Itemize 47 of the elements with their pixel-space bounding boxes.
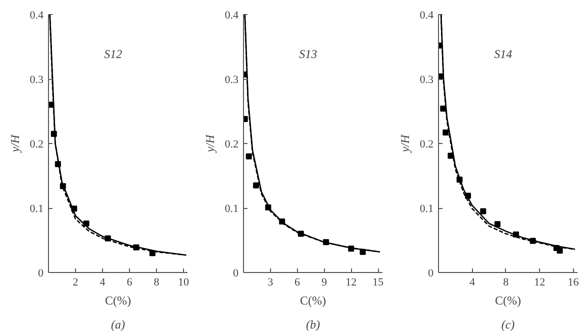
y-axis-title: y/H <box>202 134 217 154</box>
point <box>480 208 486 214</box>
y-tick-label: 0.1 <box>224 203 238 215</box>
x-tick-label: 6 <box>126 276 133 288</box>
x-axis-title: C(%) <box>300 294 326 308</box>
y-tick-label: 0 <box>38 268 44 280</box>
text: S14 <box>494 46 512 61</box>
y-tick-label: 0.3 <box>420 74 434 86</box>
point <box>556 248 563 254</box>
x-tick-label: 15 <box>372 276 384 288</box>
text: (b) <box>306 318 320 332</box>
y-tick-label: 0.2 <box>224 138 238 150</box>
x-tick-label: 4 <box>469 276 476 288</box>
y-tick-label: 0.4 <box>224 10 239 22</box>
y-tick-label: 0.4 <box>30 10 44 22</box>
x-tick-label: 2 <box>72 276 78 288</box>
x-tick-label: 6 <box>294 276 301 288</box>
text: S13 <box>299 46 318 61</box>
x-tick-label: 10 <box>178 276 190 288</box>
text: (c) <box>501 318 515 332</box>
y-tick-label: 0 <box>233 268 239 280</box>
y-tick-label: 0.2 <box>420 138 434 150</box>
x-axis-title: C(%) <box>105 294 132 308</box>
point <box>494 221 500 228</box>
point <box>253 182 260 188</box>
y-tick-label: 0 <box>428 268 434 280</box>
x-tick-label: 8 <box>503 276 510 288</box>
x-tick-label: 8 <box>154 276 160 288</box>
point <box>246 153 252 160</box>
y-tick-label: 0.3 <box>30 74 44 86</box>
x-tick-label: 9 <box>321 276 328 288</box>
point <box>442 130 449 136</box>
x-tick-label: 16 <box>568 276 580 288</box>
y-axis-title: y/H <box>398 134 412 154</box>
y-tick-label: 0.2 <box>30 138 44 150</box>
x-tick-label: 4 <box>100 276 106 288</box>
y-tick-label: 0.3 <box>224 74 239 86</box>
x-tick-label: 12 <box>534 276 546 288</box>
y-tick-label: 0.1 <box>420 203 434 215</box>
y-tick-label: 0.1 <box>30 203 44 215</box>
x-tick-label: 3 <box>268 276 274 288</box>
x-axis-title: C(%) <box>495 294 522 308</box>
y-axis-title: y/H <box>8 134 22 154</box>
text: S12 <box>104 46 122 61</box>
y-tick-label: 0.4 <box>420 10 434 22</box>
text: (a) <box>111 318 126 332</box>
x-tick-label: 12 <box>346 276 357 288</box>
